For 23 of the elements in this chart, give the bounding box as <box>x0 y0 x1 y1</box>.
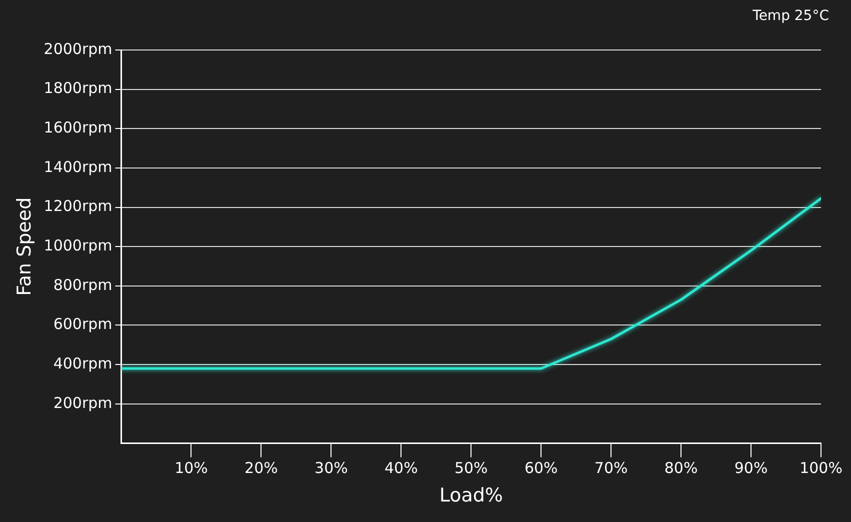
x-axis-title: Load% <box>439 484 503 507</box>
y-tick-label: 1600rpm <box>44 118 112 137</box>
y-axis-title: Fan Speed <box>13 197 36 296</box>
x-tick-label: 30% <box>314 459 348 478</box>
x-tick-label: 20% <box>244 459 278 478</box>
y-tick-label: 1400rpm <box>44 158 112 176</box>
y-tick-label: 600rpm <box>53 315 112 334</box>
y-tick-label: 2000rpm <box>44 40 112 58</box>
y-tick-label: 800rpm <box>53 276 112 294</box>
text: Temp 25°C <box>752 8 829 24</box>
x-tick-label: 80% <box>664 459 698 478</box>
y-tick-label: 1800rpm <box>44 79 112 98</box>
x-tick-label: 60% <box>524 459 558 478</box>
y-tick-label: 200rpm <box>53 394 112 412</box>
x-tick-label: 10% <box>174 459 208 478</box>
x-tick-label: 100% <box>800 459 842 478</box>
x-tick-label: 70% <box>594 459 628 478</box>
y-tick-label: 1000rpm <box>44 236 112 254</box>
x-tick-label: 50% <box>454 459 488 478</box>
x-tick-label: 90% <box>734 459 768 478</box>
y-tick-label: 400rpm <box>53 354 112 372</box>
y-tick-label: 1200rpm <box>44 197 112 216</box>
x-tick-label: 40% <box>384 459 418 478</box>
